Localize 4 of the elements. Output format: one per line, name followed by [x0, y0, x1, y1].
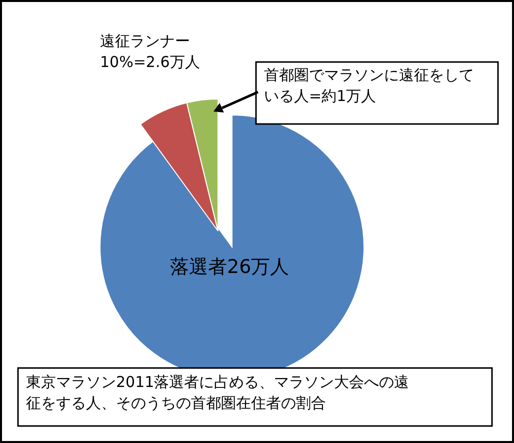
text: 遠征ランナー 10%=2.6万人 — [100, 32, 200, 71]
text: 東京マラソン2011落選者に占める、マラソン大会への遠征をする人、そのうちの首都圏在住者の割合 — [26, 373, 410, 412]
text: 首都圏でマラソンに遠征をしている人=約1万人 — [264, 66, 474, 105]
slice-label: 落選者26万人 — [170, 256, 290, 278]
